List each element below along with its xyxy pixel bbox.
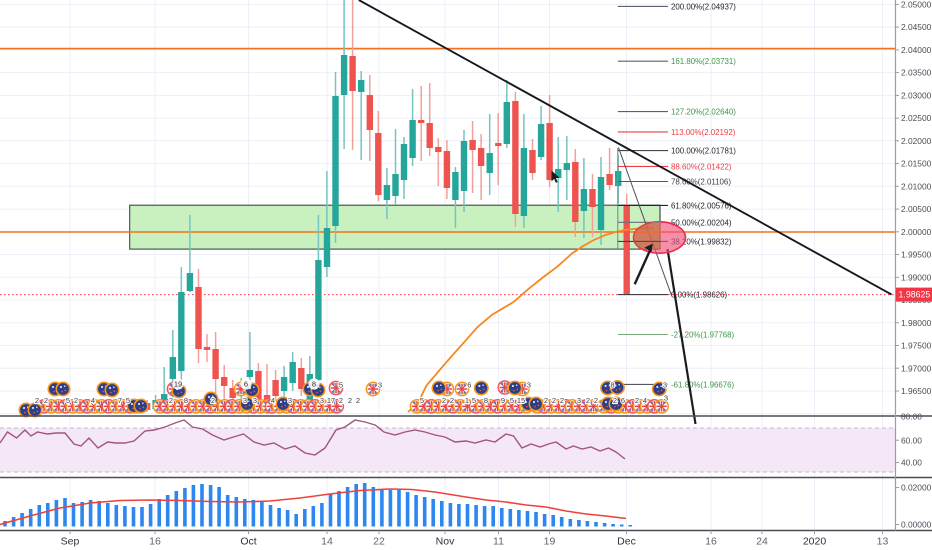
svg-text:2: 2 [442,396,446,405]
svg-text:Oct: Oct [240,536,256,548]
svg-text:0.00000: 0.00000 [901,520,932,530]
svg-text:1.98625: 1.98625 [899,290,931,300]
svg-text:1: 1 [465,396,469,405]
svg-text:2: 2 [635,396,639,405]
svg-text:6: 6 [621,396,625,405]
svg-text:50.00%(2.00204): 50.00%(2.00204) [671,218,732,227]
svg-text:3: 3 [243,396,247,405]
svg-text:0.00%(1.98626): 0.00%(1.98626) [671,291,728,300]
svg-text:2: 2 [74,396,78,405]
svg-text:2: 2 [211,396,215,405]
svg-text:5: 5 [510,396,514,405]
svg-text:2: 2 [169,396,173,405]
svg-text:2: 2 [339,396,343,405]
svg-text:3: 3 [378,381,382,390]
svg-text:61.80%(2.00576): 61.80%(2.00576) [671,201,732,210]
svg-text:7: 7 [118,396,122,405]
svg-text:2: 2 [544,396,548,405]
svg-text:2: 2 [613,396,617,405]
svg-text:5: 5 [126,396,130,405]
svg-text:6: 6 [467,381,471,390]
svg-text:1.97000: 1.97000 [901,363,932,373]
svg-text:2.02000: 2.02000 [901,136,932,146]
svg-text:3: 3 [288,396,292,405]
svg-text:3: 3 [663,381,667,390]
svg-text:2.02500: 2.02500 [901,113,932,123]
svg-text:8: 8 [312,380,316,389]
svg-text:2.03500: 2.03500 [901,68,932,78]
svg-text:13: 13 [877,536,889,548]
svg-text:60.00: 60.00 [901,435,922,445]
svg-text:Nov: Nov [436,536,455,548]
svg-text:2.01000: 2.01000 [901,181,932,191]
svg-text:Sep: Sep [61,536,80,548]
svg-text:8: 8 [184,396,188,405]
svg-text:5: 5 [66,396,70,405]
svg-text:40.00: 40.00 [901,458,922,468]
svg-text:4: 4 [271,396,275,405]
svg-text:2.00000: 2.00000 [901,227,932,237]
svg-text:-27.20%(1.97768): -27.20%(1.97768) [671,331,735,340]
svg-text:3: 3 [664,394,668,403]
svg-text:2: 2 [450,396,454,405]
svg-text:5: 5 [472,396,476,405]
svg-text:78.60%(2.01106): 78.60%(2.01106) [671,178,731,187]
svg-text:2: 2 [552,396,556,405]
svg-text:11: 11 [493,536,504,548]
svg-text:14: 14 [321,536,333,548]
svg-text:3: 3 [253,396,257,405]
svg-text:88.60%(2.01422): 88.60%(2.01422) [671,162,732,171]
svg-text:1.96500: 1.96500 [901,386,932,396]
svg-text:2.01500: 2.01500 [901,159,932,169]
svg-text:Dec: Dec [617,536,636,548]
svg-text:24: 24 [756,536,768,548]
svg-text:200.00%(2.04937): 200.00%(2.04937) [671,2,736,11]
svg-text:15: 15 [517,396,525,405]
svg-text:2: 2 [356,396,360,405]
svg-text:16: 16 [149,536,161,548]
svg-text:4: 4 [643,396,647,405]
svg-text:6: 6 [244,380,248,389]
svg-text:2: 2 [44,396,48,405]
svg-text:0.02000: 0.02000 [901,483,932,493]
svg-text:3: 3 [527,381,531,390]
svg-text:80.00: 80.00 [901,412,922,422]
svg-text:2: 2 [560,396,564,405]
svg-text:1.99500: 1.99500 [901,250,932,260]
svg-text:-61.80%(1.96676): -61.80%(1.96676) [671,380,735,389]
svg-text:19: 19 [544,536,556,548]
svg-text:8: 8 [484,396,488,405]
svg-text:8: 8 [610,381,614,390]
svg-text:100.00%(2.01781): 100.00%(2.01781) [671,147,736,156]
svg-text:2.00500: 2.00500 [901,204,932,214]
svg-text:2.04000: 2.04000 [901,45,932,55]
svg-text:113.00%(2.02192): 113.00%(2.02192) [671,128,736,137]
svg-text:2: 2 [586,396,590,405]
svg-text:161.80%(2.03731): 161.80%(2.03731) [671,57,736,66]
svg-text:2: 2 [348,396,352,405]
svg-text:3: 3 [320,396,324,405]
svg-text:2.03000: 2.03000 [901,91,932,101]
svg-text:16: 16 [705,536,717,548]
svg-text:17: 17 [327,396,335,405]
svg-text:3: 3 [577,396,581,405]
svg-text:127.20%(2.02640): 127.20%(2.02640) [671,108,736,117]
svg-text:1.98000: 1.98000 [901,318,932,328]
svg-text:4: 4 [91,396,95,405]
svg-text:1.97500: 1.97500 [901,341,932,351]
svg-text:22: 22 [373,536,385,548]
svg-text:2.05000: 2.05000 [901,0,932,10]
svg-text:19: 19 [174,380,182,389]
svg-text:5: 5 [420,396,424,405]
svg-text:38.20%(1.99832): 38.20%(1.99832) [671,237,732,246]
svg-text:9: 9 [501,396,505,405]
svg-text:5: 5 [339,381,343,390]
svg-text:2: 2 [35,396,39,405]
svg-text:2: 2 [594,396,598,405]
svg-text:1.99000: 1.99000 [901,272,932,282]
svg-text:2.04500: 2.04500 [901,22,932,32]
svg-text:2020: 2020 [803,536,827,548]
